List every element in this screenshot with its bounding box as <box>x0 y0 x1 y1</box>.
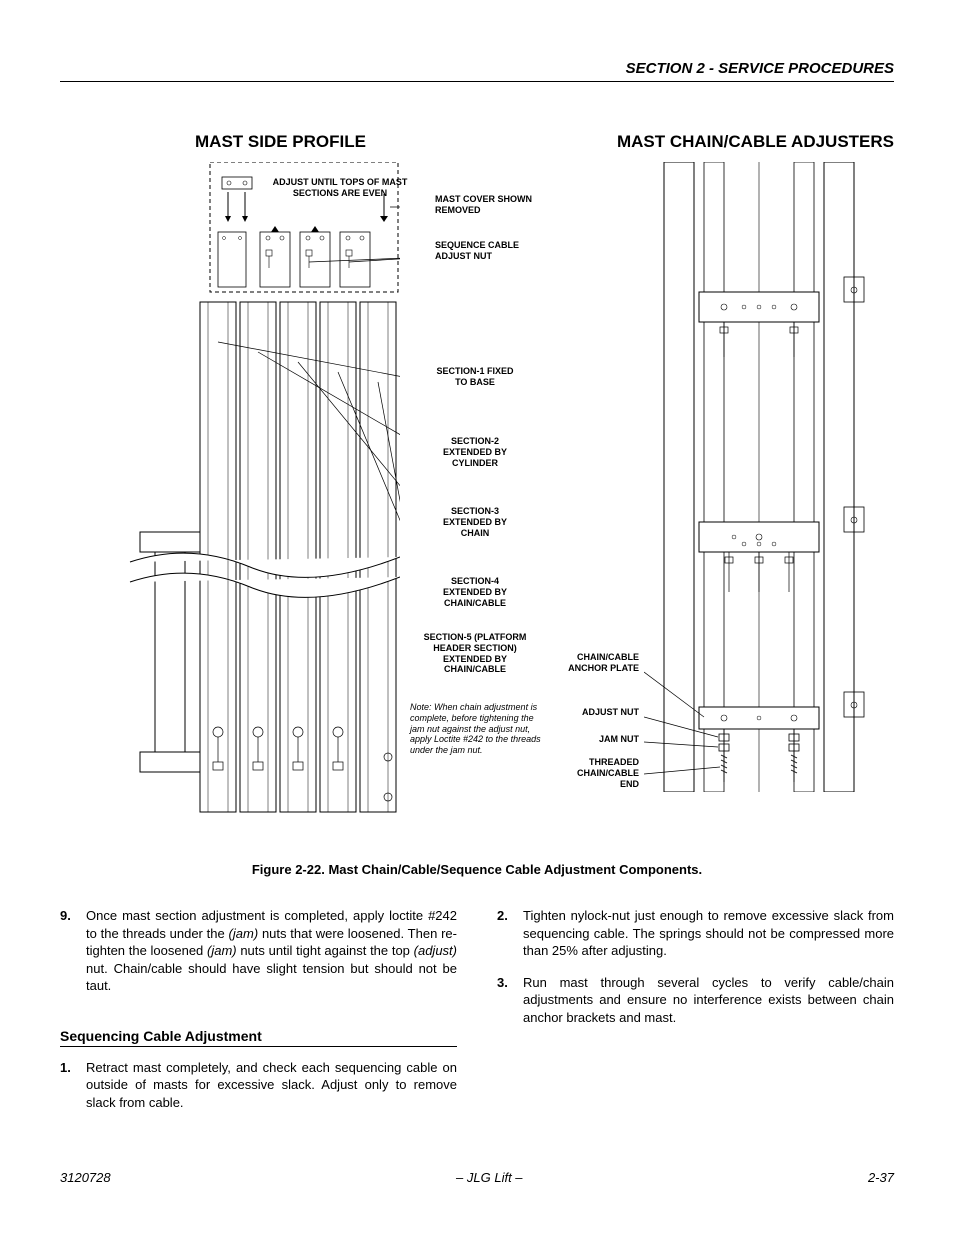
annot-sec3: SECTION-3 EXTENDED BY CHAIN <box>430 506 520 538</box>
annot-mast-cover: MAST COVER SHOWN REMOVED <box>435 194 535 216</box>
item-text: Retract mast completely, and check each … <box>86 1059 457 1112</box>
item-text: Once mast section adjustment is complete… <box>86 907 457 995</box>
footer-center: – JLG Lift – <box>456 1170 522 1185</box>
figure-title-right: MAST CHAIN/CABLE ADJUSTERS <box>617 132 894 152</box>
left-column: 9. Once mast section adjustment is compl… <box>60 907 457 1125</box>
list-item-9: 9. Once mast section adjustment is compl… <box>60 907 457 995</box>
annot-sec5: SECTION-5 (PLATFORM HEADER SECTION) EXTE… <box>415 632 535 675</box>
figure-caption: Figure 2-22. Mast Chain/Cable/Sequence C… <box>60 862 894 877</box>
page-footer: 3120728 – JLG Lift – 2-37 <box>60 1170 894 1185</box>
mast-adjusters-diagram <box>644 162 874 792</box>
annot-anchor-plate: CHAIN/CABLE ANCHOR PLATE <box>559 652 639 674</box>
body-columns: 9. Once mast section adjustment is compl… <box>60 907 894 1125</box>
footer-doc-number: 3120728 <box>60 1170 111 1185</box>
right-column: 2. Tighten nylock-nut just enough to rem… <box>497 907 894 1125</box>
annot-sec2: SECTION-2 EXTENDED BY CYLINDER <box>430 436 520 468</box>
figure-title-left: MAST SIDE PROFILE <box>195 132 366 152</box>
item-number: 9. <box>60 907 86 995</box>
annot-jam-nut: JAM NUT <box>559 734 639 745</box>
list-item-2: 2. Tighten nylock-nut just enough to rem… <box>497 907 894 960</box>
annot-seq-cable-nut: SEQUENCE CABLE ADJUST NUT <box>435 240 535 262</box>
section-header: SECTION 2 - SERVICE PROCEDURES <box>60 60 894 82</box>
annot-sec1: SECTION-1 FIXED TO BASE <box>430 366 520 388</box>
annot-adjust-tops: ADJUST UNTIL TOPS OF MAST SECTIONS ARE E… <box>265 177 415 199</box>
section-title: SECTION 2 - SERVICE PROCEDURES <box>626 60 894 77</box>
list-item-3: 3. Run mast through several cycles to ve… <box>497 974 894 1027</box>
footer-page-number: 2-37 <box>868 1170 894 1185</box>
figure-area: MAST SIDE PROFILE MAST CHAIN/CABLE ADJUS… <box>60 122 894 842</box>
list-item-1: 1. Retract mast completely, and check ea… <box>60 1059 457 1112</box>
item-number: 3. <box>497 974 523 1027</box>
mast-side-profile-diagram <box>100 162 400 822</box>
item-text: Tighten nylock-nut just enough to remove… <box>523 907 894 960</box>
item-number: 2. <box>497 907 523 960</box>
annot-threaded-end: THREADED CHAIN/CABLE END <box>559 757 639 789</box>
item-number: 1. <box>60 1059 86 1112</box>
note-loctite: Note: When chain adjustment is complete,… <box>410 702 550 756</box>
item-text: Run mast through several cycles to verif… <box>523 974 894 1027</box>
annot-sec4: SECTION-4 EXTENDED BY CHAIN/CABLE <box>430 576 520 608</box>
annot-adjust-nut: ADJUST NUT <box>559 707 639 718</box>
subheading-sequencing: Sequencing Cable Adjustment <box>60 1027 457 1047</box>
